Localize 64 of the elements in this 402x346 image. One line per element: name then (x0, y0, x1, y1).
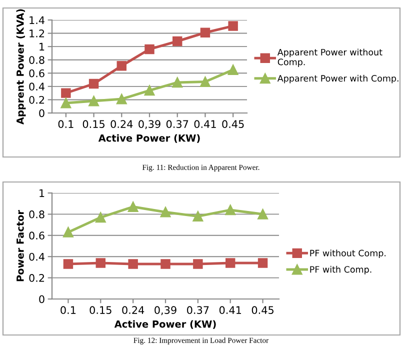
point (128, 259, 138, 269)
point (116, 94, 127, 104)
point (258, 258, 268, 268)
x-tick-label: 0,39 (138, 120, 160, 130)
point (128, 202, 138, 212)
point (200, 28, 210, 38)
point (96, 258, 106, 268)
point (172, 36, 182, 46)
x-tick-label: 0.41 (194, 120, 216, 128)
x-tick-label: 0.1 (58, 120, 74, 128)
point (88, 96, 99, 106)
y-tick-label: 1 (40, 42, 44, 51)
point (258, 208, 268, 220)
legend-label: PF without Comp. (310, 250, 386, 258)
point (61, 88, 71, 98)
y-tick-label: 0.6 (29, 232, 44, 240)
legend-label: Apparent Power with Comp. (277, 74, 398, 84)
y-axis-title: Apprent Power (KVA) (16, 9, 26, 125)
point (193, 259, 203, 269)
x-tick-label: 0.45 (252, 306, 274, 314)
x-tick-label: 0.15 (82, 120, 104, 128)
y-tick-label: 1.4 (30, 16, 44, 24)
point (160, 206, 171, 218)
x-tick-label: 0.45 (222, 120, 244, 128)
y-tick-label: 0 (39, 109, 44, 118)
y-tick-label: 0.4 (29, 252, 44, 261)
point (88, 78, 99, 89)
y-tick-label: 0.4 (29, 82, 44, 91)
point (63, 227, 74, 238)
point (172, 77, 183, 88)
y-tick-label: 0.2 (29, 96, 44, 104)
x-tick-label: 0.15 (90, 306, 112, 314)
point (95, 212, 106, 223)
y-axis-title: Power Factor (16, 210, 24, 282)
x-tick-label: 0.1 (60, 306, 76, 314)
x-tick-label: 0.24 (110, 120, 133, 128)
x-axis-title: Active Power (KW) (114, 320, 216, 329)
y-tick-label: 0 (39, 295, 44, 304)
point (60, 98, 72, 108)
y-tick-label: 0.8 (29, 210, 44, 218)
point (228, 64, 238, 76)
y-tick-label: 0.6 (29, 69, 44, 78)
point (144, 44, 154, 54)
x-tick-label: 0.37 (187, 306, 209, 314)
point (228, 21, 238, 31)
point (200, 76, 210, 87)
x-axis-title: Active Power (KW) (98, 134, 200, 143)
x-tick-label: 0,39 (154, 306, 176, 316)
y-tick-label: 1 (40, 189, 44, 197)
legend-label: Apparent Power without Comp. (277, 48, 382, 67)
point (225, 258, 236, 268)
y-tick-label: 1.2 (30, 30, 44, 38)
point (225, 204, 236, 216)
point (144, 85, 155, 96)
x-tick-label: 0.24 (122, 306, 144, 314)
legend-label: PF with Comp. (310, 266, 372, 274)
x-tick-label: 0.37 (166, 120, 188, 128)
point (63, 259, 74, 269)
point (160, 259, 170, 269)
y-tick-label: 0.8 (29, 56, 44, 64)
point (116, 60, 127, 71)
point (192, 211, 204, 222)
x-tick-label: 0.41 (219, 306, 241, 314)
y-tick-label: 0.2 (29, 274, 44, 282)
